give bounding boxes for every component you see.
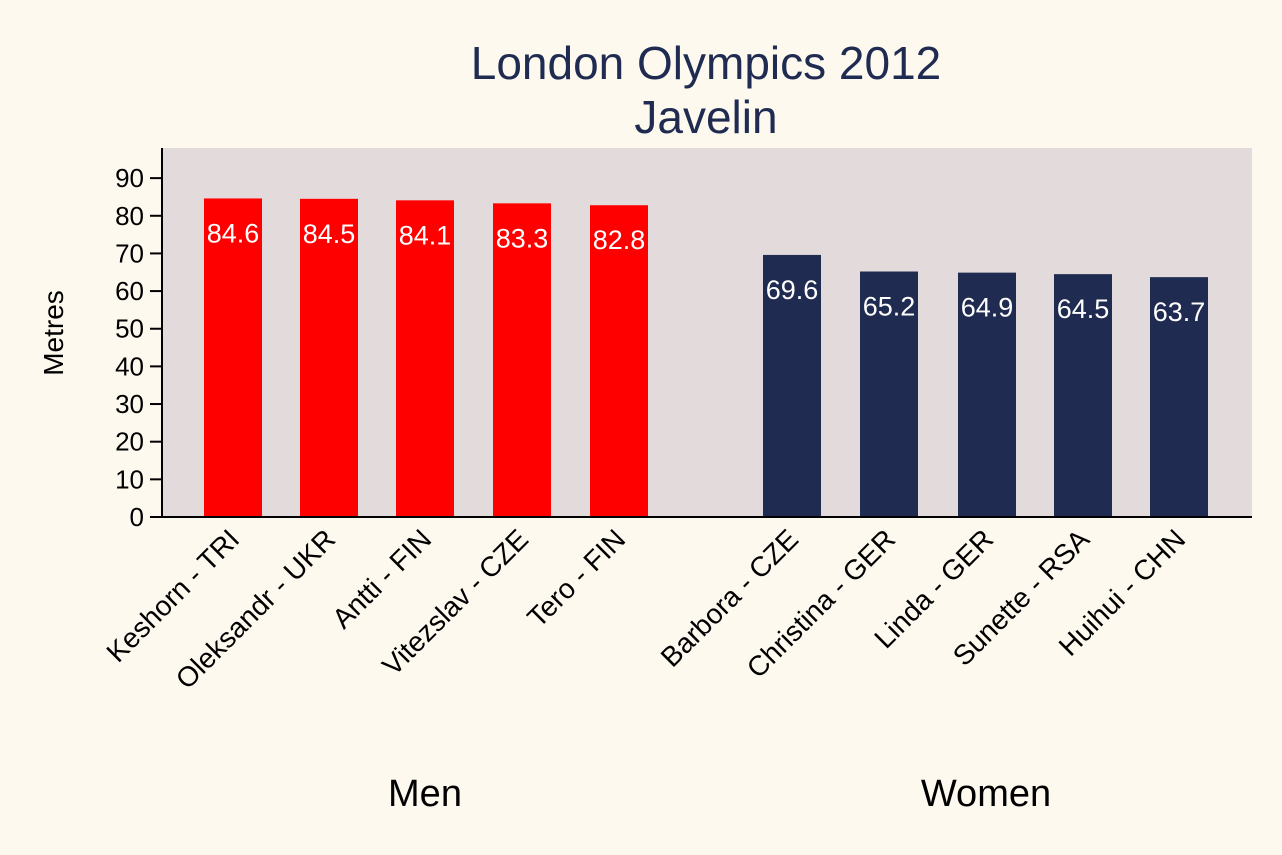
bar xyxy=(763,254,821,517)
bar-value-label: 84.6 xyxy=(207,218,260,248)
category-label: Tero - FIN xyxy=(521,523,631,633)
bar-value-label: 84.5 xyxy=(303,219,356,249)
bar xyxy=(590,205,648,517)
bar xyxy=(204,198,262,517)
y-tick-label: 40 xyxy=(115,351,144,381)
y-tick-label: 50 xyxy=(115,314,144,344)
group-label: Men xyxy=(388,773,462,815)
chart-subtitle: Javelin xyxy=(634,91,777,143)
group-label: Women xyxy=(921,773,1051,815)
y-tick-label: 90 xyxy=(115,163,144,193)
y-tick-label: 10 xyxy=(115,464,144,494)
category-label: Oleksandr - UKR xyxy=(170,523,342,695)
bar-value-label: 83.3 xyxy=(496,223,549,253)
bar xyxy=(1150,277,1208,517)
bars: 84.6 84.5 84.1 83.3 82.8 69.6 65.2 64.9 64.5 63.7 xyxy=(204,198,1208,517)
bar-value-label: 64.5 xyxy=(1057,294,1110,324)
bar xyxy=(1054,274,1112,517)
chart-title: London Olympics 2012 xyxy=(471,37,942,89)
bar-value-label: 84.1 xyxy=(399,220,452,250)
bar-value-label: 69.6 xyxy=(766,275,819,305)
bar xyxy=(958,272,1016,517)
y-tick-label: 70 xyxy=(115,238,144,268)
y-tick-label: 60 xyxy=(115,276,144,306)
y-axis-title: Metres xyxy=(38,290,69,376)
bar-value-label: 63.7 xyxy=(1153,297,1206,327)
bar xyxy=(493,203,551,517)
bar-value-label: 65.2 xyxy=(863,292,916,322)
y-tick-label: 80 xyxy=(115,201,144,231)
bar xyxy=(860,271,918,517)
y-tick-label: 0 xyxy=(130,502,144,532)
bar xyxy=(396,200,454,517)
y-tick-label: 20 xyxy=(115,427,144,457)
y-axis: 0 10 20 30 40 50 60 70 80 90 xyxy=(115,163,162,532)
bar-value-label: 82.8 xyxy=(593,225,646,255)
y-tick-label: 30 xyxy=(115,389,144,419)
bar-value-label: 64.9 xyxy=(961,293,1014,323)
bar xyxy=(300,198,358,517)
